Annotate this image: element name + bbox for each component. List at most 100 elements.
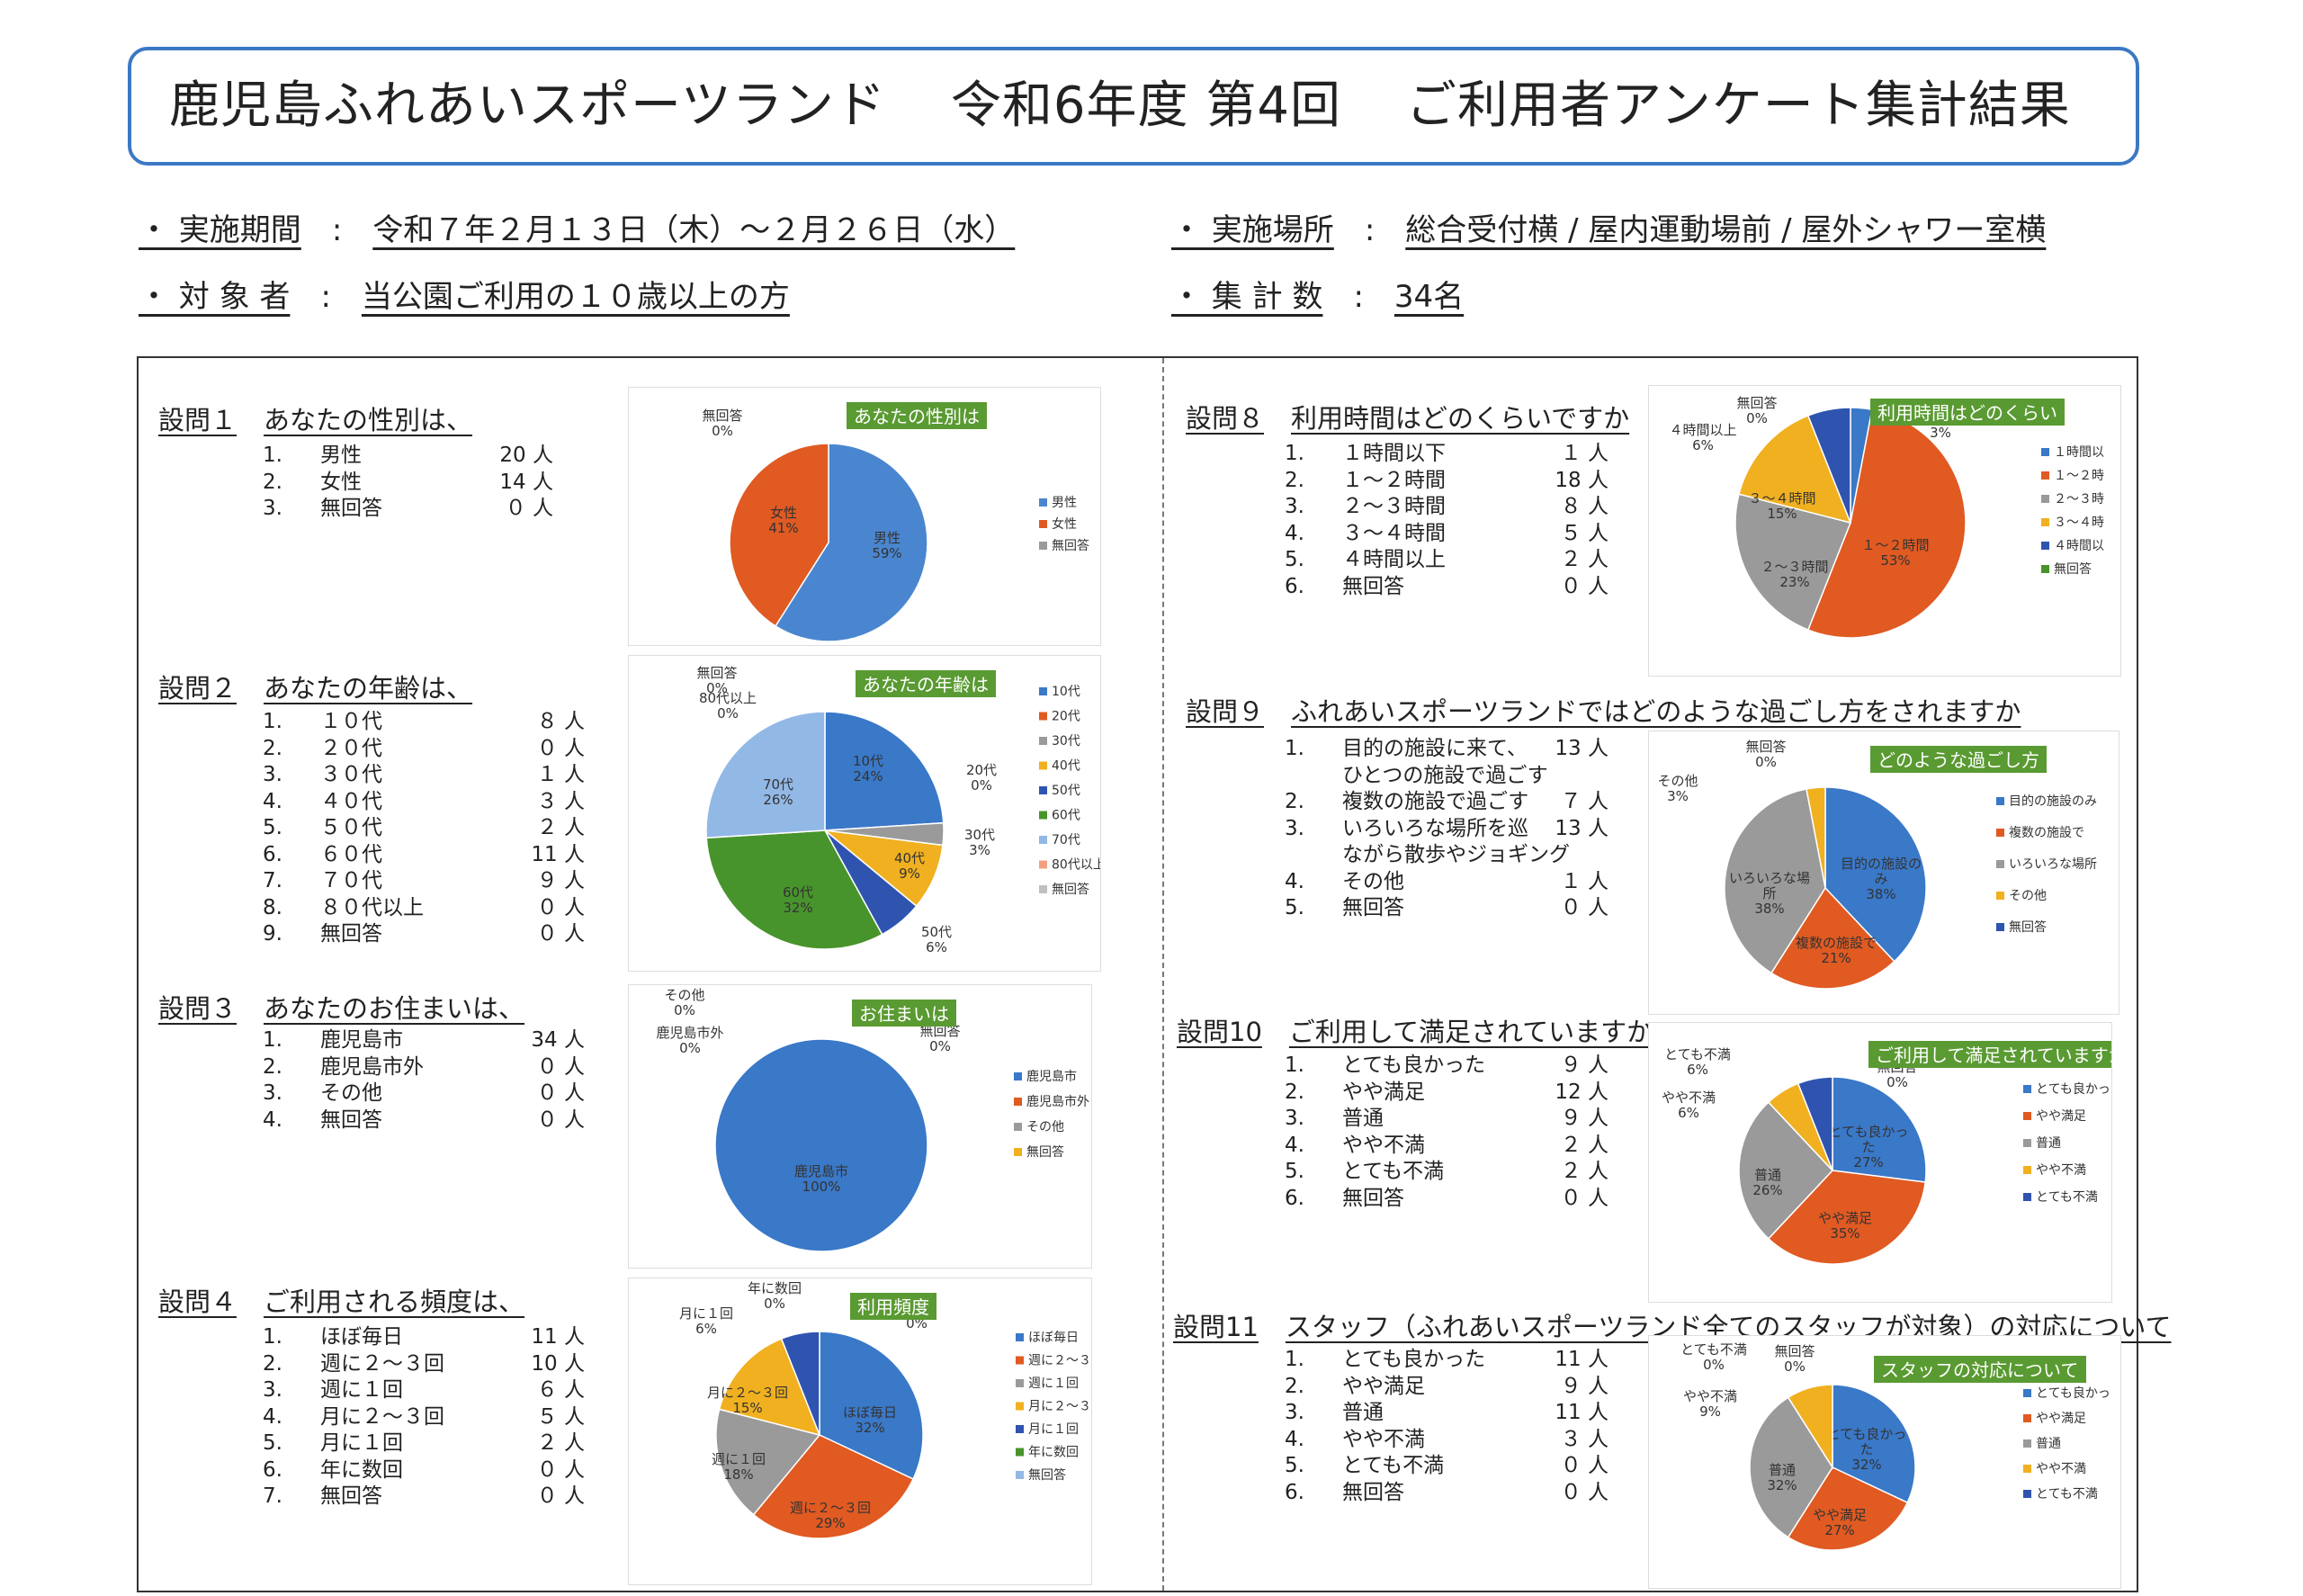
legend-swatch — [2023, 1085, 2031, 1093]
answer-label: 女性 — [320, 470, 362, 494]
answer-label: やや満足 — [1342, 1374, 1425, 1398]
chart-title: スタッフの対応について — [1881, 1359, 2078, 1381]
place-label: ・ 実施場所 — [1171, 212, 1334, 248]
question-text: あなたのお住まいは、 — [264, 993, 525, 1024]
pie-slice — [718, 1338, 821, 1437]
answer-count: ０ 人 — [536, 922, 585, 946]
pie-slice — [1832, 1384, 1916, 1504]
legend-swatch — [1016, 1379, 1024, 1387]
answer-label: 無回答 — [1342, 896, 1404, 919]
answer-label: 月に１回 — [320, 1431, 403, 1455]
pie-slice — [1767, 1170, 1927, 1265]
answer-number: 2. — [263, 1351, 282, 1376]
pie-chart: ほぼ毎日 32% 週に２～３回 29% 週に１回 18% 月に２～３回 15% 月に１回 6% 年に… — [628, 1278, 1092, 1585]
legend-label: 普通 — [2036, 1136, 2061, 1151]
answer-label: ５０代 — [320, 816, 382, 839]
chart-title-bg — [852, 1000, 956, 1027]
pie-chart-svg: 鹿児島市 100% 鹿児島市外 0% その他 0% 無回答 0%お住まいは鹿児島市鹿児島市外そ… — [656, 987, 1089, 1252]
legend-swatch — [1014, 1123, 1022, 1131]
pie-chart-svg: 10代 24% 20代 0% 30代 3% 40代 9% 50代 6% 60代 32% 70代 26% 80… — [696, 665, 1100, 955]
legend-swatch — [2041, 542, 2049, 550]
legend-label: とても良かっ — [2036, 1082, 2110, 1097]
slice-data-label: とても良かった 32% — [1827, 1426, 1907, 1473]
pie-slice — [715, 1408, 821, 1516]
legend-swatch — [1039, 687, 1047, 695]
legend-swatch — [1039, 885, 1047, 893]
legend-swatch — [1996, 923, 2004, 931]
answer-number: 3. — [263, 1378, 282, 1402]
answer-number: 4. — [1285, 1427, 1304, 1451]
legend-label: 70代 — [1052, 833, 1080, 847]
slice-data-label: 複数の施設で 21% — [1796, 935, 1877, 966]
answer-number: 5. — [1285, 1160, 1304, 1183]
answer-number: 6. — [1285, 1186, 1304, 1210]
pie-chart-svg: ほぼ毎日 32% 週に２～３回 29% 週に１回 18% 月に２～３回 15% 月に１回 6% 年に… — [679, 1280, 1091, 1539]
answer-number: 4. — [263, 1404, 282, 1429]
question-title: 設問３ あなたのお住まいは、 — [158, 988, 524, 1026]
question-text: ふれあいスポーツランドではどのような過ごし方をされますか — [1291, 696, 2021, 727]
answer-number: 1. — [1285, 1348, 1304, 1371]
slice-data-label: 30代 3% — [964, 827, 995, 858]
pie-slice — [1724, 788, 1826, 974]
answer-number: 1. — [263, 1325, 282, 1349]
answer-label: 無回答 — [1342, 1186, 1404, 1210]
pie-slice — [1734, 493, 1852, 631]
slice-data-label: 週に１回 18% — [712, 1451, 766, 1483]
legend-swatch — [1996, 860, 2004, 868]
answer-count: ６ 人 — [536, 1378, 585, 1402]
meta-count: ・ 集 計 数:34名 — [1171, 272, 1464, 316]
legend-swatch — [1016, 1333, 1024, 1341]
answer-number: 2. — [1285, 468, 1304, 492]
slice-data-label: やや不満 6% — [1662, 1089, 1716, 1121]
slice-data-label: とても不満 6% — [1664, 1046, 1731, 1078]
legend-swatch — [1016, 1471, 1024, 1479]
answer-label: ３～４時間 — [1342, 521, 1446, 545]
answer-label: ２０代 — [320, 736, 382, 760]
answer-count: １ 人 — [1560, 869, 1609, 893]
slice-data-label: 月に１回 6% — [679, 1305, 733, 1337]
answer-number: 6. — [1285, 574, 1304, 598]
legend-label: やや満足 — [2036, 1412, 2086, 1426]
answer-count: ９ 人 — [1560, 1374, 1609, 1398]
survey-title: ご利用者アンケート集計結果 — [1405, 76, 2071, 135]
pie-slice — [1787, 1466, 1909, 1551]
answer-count: ８ 人 — [1560, 495, 1609, 518]
legend-label: その他 — [2009, 889, 2047, 903]
pie-slice — [1738, 1101, 1834, 1240]
pie-slice — [729, 443, 829, 627]
meta-place: ・ 実施場所: 総合受付横 / 屋内運動場前 / 屋外シャワー室横 — [1171, 205, 2046, 249]
answer-count: 13 人 — [1555, 816, 1609, 840]
chart-title-bg — [850, 1293, 936, 1320]
answer-count: 10 人 — [531, 1351, 585, 1376]
legend-label: 無回答 — [1026, 1144, 1064, 1160]
answer-count: ０ 人 — [536, 1484, 585, 1508]
slice-data-label: 80代以上 0% — [699, 690, 757, 722]
pie-slice — [752, 1434, 915, 1539]
answer-number: 6. — [263, 842, 282, 866]
answer-label: ２～３時間 — [1342, 495, 1446, 518]
legend-label: 無回答 — [2009, 919, 2047, 935]
legend-label: ほぼ毎日 — [1028, 1331, 1079, 1345]
legend-swatch — [2023, 1465, 2031, 1473]
legend-label: 30代 — [1052, 734, 1080, 749]
answer-count: ０ 人 — [1560, 1480, 1609, 1504]
question-title: 設問１ あなたの性別は、 — [158, 399, 472, 437]
question-number: 設問10 — [1177, 1017, 1262, 1047]
count-label: ・ 集 計 数 — [1171, 279, 1323, 315]
answer-count: 20 人 — [499, 444, 553, 467]
answer-count: ２ 人 — [1560, 1133, 1609, 1157]
pie-chart: 目的の施設のみ 38% 複数の施設で 21% いろいろな場所 38% その他 3% 無回答 0% ど… — [1648, 731, 2119, 1015]
facility-name: 鹿児島ふれあいスポーツランド — [169, 76, 886, 135]
legend-swatch — [2023, 1389, 2031, 1397]
answer-label: 無回答 — [320, 497, 382, 520]
answer-count: 11 人 — [1555, 1348, 1609, 1371]
answer-number: 4. — [1285, 869, 1304, 893]
answer-label: ひとつの施設で過ごす — [1342, 763, 1548, 787]
slice-data-label: ほぼ毎日 32% — [843, 1404, 897, 1436]
answer-count: ０ 人 — [536, 1054, 585, 1079]
legend-label: とても不満 — [2036, 1487, 2098, 1502]
pie-slice — [1824, 786, 1927, 963]
